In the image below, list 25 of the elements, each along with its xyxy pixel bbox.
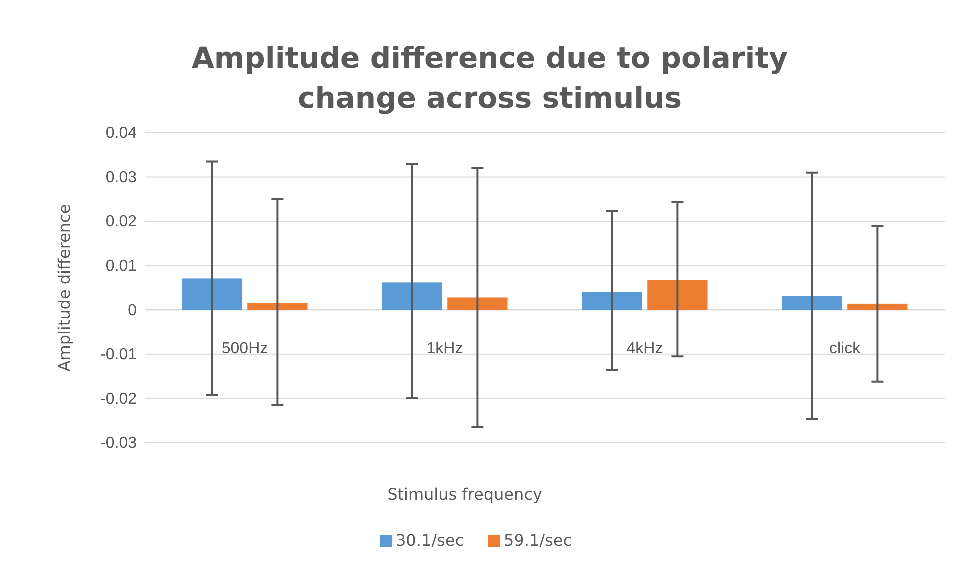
x-tick-label: 4kHz	[626, 340, 664, 358]
chart-title: Amplitude difference due to polarity change across stimulus	[192, 41, 788, 115]
x-tick-label: 500Hz	[222, 340, 268, 358]
y-tick-label: 0.01	[106, 258, 138, 275]
legend-label: 30.1/sec	[396, 531, 464, 550]
y-tick-label: 0.03	[106, 169, 138, 186]
y-tick-label: -0.03	[100, 435, 138, 452]
bar	[582, 292, 642, 310]
y-tick-label: 0	[128, 302, 138, 320]
y-tick-label: -0.01	[100, 346, 138, 364]
bar	[648, 280, 708, 310]
bar	[248, 303, 308, 310]
bar	[448, 298, 508, 310]
x-tick-label: 1kHz	[426, 340, 464, 358]
bar	[848, 304, 908, 310]
x-axis-title: Stimulus frequency	[388, 485, 542, 504]
bar	[182, 278, 242, 310]
y-tick-label: 0.04	[106, 125, 138, 142]
y-tick-label: -0.02	[100, 390, 138, 408]
y-axis-title: Amplitude difference	[55, 204, 74, 372]
bar	[782, 296, 842, 310]
x-tick-label: click	[829, 340, 862, 358]
y-tick-label: 0.02	[106, 214, 138, 231]
bar	[382, 282, 442, 310]
legend-label: 59.1/sec	[504, 531, 572, 550]
